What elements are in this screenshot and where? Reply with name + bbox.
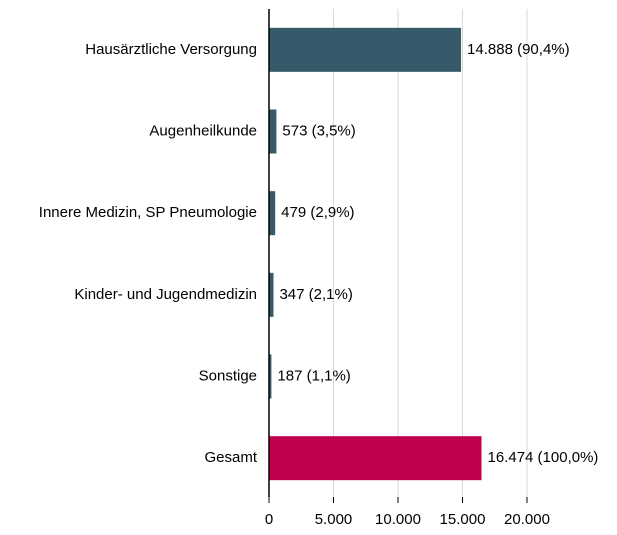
bar xyxy=(269,354,272,399)
y-tick-label: Sonstige xyxy=(199,367,257,384)
y-tick-label: Gesamt xyxy=(204,449,257,466)
bar xyxy=(269,191,276,236)
value-label: 14.888 (90,4%) xyxy=(467,41,570,58)
y-tick-label: Augenheilkunde xyxy=(149,122,257,139)
x-tick-label: 15.000 xyxy=(440,511,486,528)
value-label: 187 (1,1%) xyxy=(277,367,350,384)
bar xyxy=(269,109,277,154)
bar xyxy=(269,272,274,317)
x-tick-label: 20.000 xyxy=(504,511,550,528)
value-label: 573 (3,5%) xyxy=(282,122,355,139)
x-tick-label: 5.000 xyxy=(315,511,353,528)
x-tick-label: 10.000 xyxy=(375,511,421,528)
value-label: 479 (2,9%) xyxy=(281,204,354,221)
bar xyxy=(269,436,482,481)
value-label: 347 (2,1%) xyxy=(279,286,352,303)
y-tick-label: Hausärztliche Versorgung xyxy=(85,41,257,58)
y-tick-label: Kinder- und Jugendmedizin xyxy=(74,286,257,303)
y-tick-label: Innere Medizin, SP Pneumologie xyxy=(39,204,257,221)
value-label: 16.474 (100,0%) xyxy=(488,449,599,466)
x-tick-label: 0 xyxy=(265,511,273,528)
bar xyxy=(269,27,462,72)
